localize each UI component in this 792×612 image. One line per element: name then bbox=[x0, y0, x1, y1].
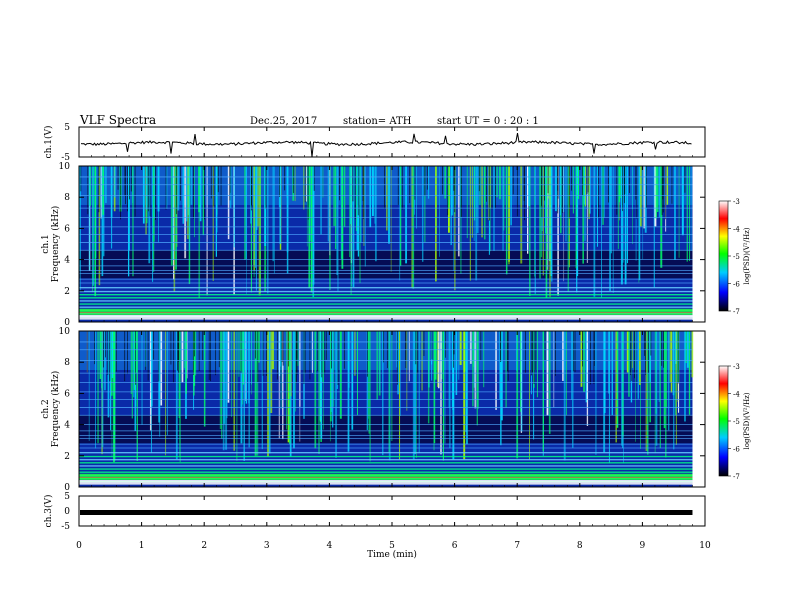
colorbar-tick-label: -5 bbox=[733, 253, 740, 261]
y-tick-label: 6 bbox=[64, 389, 70, 399]
x-tick-label: 8 bbox=[577, 541, 583, 551]
y-tick-label: 8 bbox=[64, 358, 70, 368]
start-ut-label: start UT = 0 : 20 : 1 bbox=[437, 116, 539, 127]
y-tick-label: 6 bbox=[64, 224, 70, 234]
low-frequency-band bbox=[79, 479, 693, 485]
colorbar-tick-label: -3 bbox=[733, 363, 740, 371]
x-tick-label: 0 bbox=[76, 541, 82, 551]
colorbar-tick-label: -4 bbox=[733, 226, 740, 234]
y-tick-label: 0 bbox=[64, 483, 70, 493]
ch3-waveform-ylabel: ch.3(V) bbox=[43, 495, 54, 528]
colorbar-tick-label: -4 bbox=[733, 391, 740, 399]
y-tick-label: 10 bbox=[59, 162, 71, 172]
x-axis-ticks: 0 1 2 3 4 5 6 7 8 9 10 bbox=[76, 127, 711, 551]
ch3-ytick-top: 5 bbox=[64, 492, 70, 502]
colorbar-ch1-scale bbox=[718, 200, 729, 312]
colorbar-ch1-label: log(PSD)(V²/Hz) bbox=[743, 227, 751, 284]
y-tick-label: 10 bbox=[59, 327, 71, 337]
x-tick-label: 3 bbox=[264, 541, 270, 551]
x-tick-label: 6 bbox=[452, 541, 458, 551]
colorbar-tick-label: -7 bbox=[733, 473, 740, 481]
x-axis-label: Time (min) bbox=[367, 549, 417, 560]
ch1-waveform-ylabel: ch.1(V) bbox=[43, 126, 54, 159]
low-frequency-band bbox=[79, 314, 693, 320]
low-frequency-band bbox=[79, 308, 693, 315]
spectrogram-low-band bbox=[79, 415, 693, 444]
ch1-spectrogram-channel-label: ch.1 bbox=[41, 234, 51, 253]
low-frequency-band bbox=[79, 473, 693, 480]
ch1-spectrogram-ylabel: Frequency (kHz) bbox=[50, 206, 61, 283]
x-tick-label: 5 bbox=[389, 541, 395, 551]
ch1-spectrogram-panel: 0 2 4 6 8 10 ch.1 Frequency (kHz) bbox=[41, 162, 706, 328]
x-tick-label: 10 bbox=[699, 541, 711, 551]
colorbar-ch1: -3 -4 -5 -6 -7 log(PSD)(V²/Hz) bbox=[718, 198, 751, 316]
ch1-ytick-top: 5 bbox=[64, 123, 70, 133]
colorbar-ch2-scale bbox=[718, 365, 729, 477]
colorbar-ch2-label: log(PSD)(V²/Hz) bbox=[743, 392, 751, 449]
ch2-spectrogram-panel: 0 2 4 6 8 10 ch.2 Frequency (kHz) bbox=[41, 327, 706, 493]
ch1-waveform-panel: 5 -5 ch.1(V) bbox=[43, 123, 706, 163]
colorbar-tick-label: -6 bbox=[733, 446, 740, 454]
y-tick-label: 0 bbox=[64, 318, 70, 328]
x-tick-label: 7 bbox=[514, 541, 520, 551]
ch3-ytick-bottom: -5 bbox=[61, 522, 70, 532]
ch2-spectrogram-channel-label: ch.2 bbox=[41, 399, 51, 418]
colorbar-tick-label: -7 bbox=[733, 308, 740, 316]
ch1-waveform-trace bbox=[80, 133, 692, 157]
figure-title: VLF Spectra bbox=[79, 113, 156, 127]
ch3-waveform-panel: 5 0 -5 ch.3(V) bbox=[43, 492, 706, 532]
ch1-ytick-bottom: -5 bbox=[61, 153, 70, 163]
x-tick-label: 4 bbox=[327, 541, 333, 551]
ch2-spectrogram-heatmap bbox=[79, 331, 694, 487]
y-tick-label: 2 bbox=[64, 452, 70, 462]
ch3-ytick-middle: 0 bbox=[64, 507, 70, 517]
ch2-spectrogram-ylabel: Frequency (kHz) bbox=[50, 371, 61, 448]
y-tick-label: 4 bbox=[64, 421, 70, 431]
x-tick-label: 2 bbox=[201, 541, 207, 551]
colorbar-tick-label: -6 bbox=[733, 281, 740, 289]
colorbar-ch2: -3 -4 -5 -6 -7 log(PSD)(V²/Hz) bbox=[718, 363, 751, 481]
station-label: station= ATH bbox=[343, 116, 412, 127]
x-tick-label: 9 bbox=[640, 541, 646, 551]
x-tick-label: 1 bbox=[139, 541, 145, 551]
date-label: Dec.25, 2017 bbox=[250, 116, 317, 127]
y-tick-label: 4 bbox=[64, 256, 70, 266]
y-tick-label: 8 bbox=[64, 193, 70, 203]
colorbar-tick-label: -3 bbox=[733, 198, 740, 206]
colorbar-tick-label: -5 bbox=[733, 418, 740, 426]
ch1-spectrogram-heatmap bbox=[79, 166, 693, 322]
y-tick-label: 2 bbox=[64, 287, 70, 297]
